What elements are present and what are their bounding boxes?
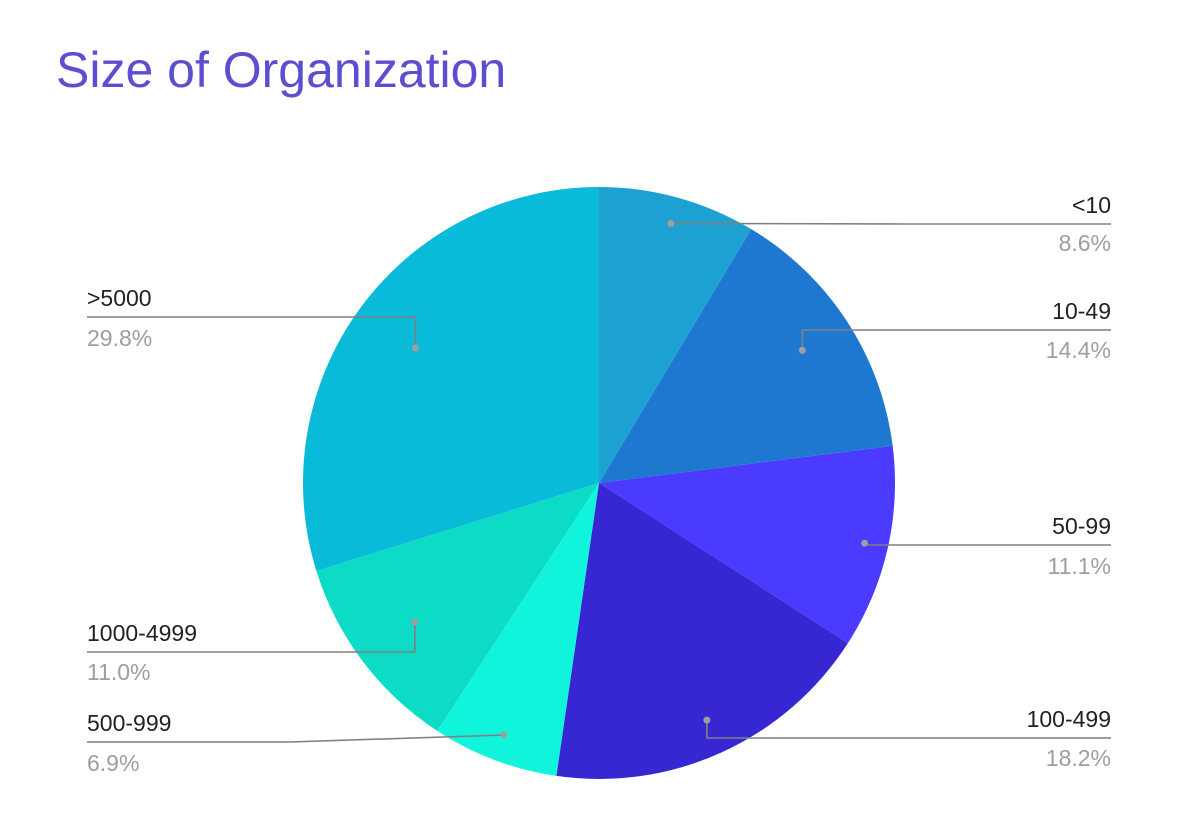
callout-line-1000-4999 xyxy=(87,622,416,653)
callout-dot-100-499 xyxy=(703,716,711,724)
pie-slice-gt-5000 xyxy=(303,187,599,571)
slice-value-50-99: 11.1% xyxy=(1047,553,1111,579)
pie-slice-10-49 xyxy=(599,229,893,483)
callout-dot-lt-10 xyxy=(667,219,675,227)
callout-line-500-999 xyxy=(87,734,504,743)
pie-slice-500-999 xyxy=(437,483,599,776)
callout-dot-500-999 xyxy=(500,731,508,739)
callout-dot-gt-5000 xyxy=(412,344,419,352)
slice-value-1000-4999: 11.0% xyxy=(87,659,151,685)
callout-dot-1000-4999 xyxy=(411,618,419,626)
callout-line-gt-5000 xyxy=(87,316,417,348)
slice-value-gt-5000: 29.8% xyxy=(87,325,152,351)
pie-slice-lt-10 xyxy=(599,187,752,483)
callout-line-100-499 xyxy=(706,720,1111,739)
slice-value-100-499: 18.2% xyxy=(1046,745,1111,771)
slice-labels: <10 8.6% 10-49 14.4% 50-99 11.1% 100-499 18.2% 5… xyxy=(87,192,1111,776)
chart-title: Size of Organization xyxy=(56,42,507,98)
slice-label-50-99: 50-99 xyxy=(1052,513,1111,539)
callout-dot-10-49 xyxy=(798,346,806,354)
pie-slices xyxy=(303,187,896,779)
pie-slice-50-99 xyxy=(599,445,896,644)
callout-line-lt-10 xyxy=(670,222,1111,225)
slice-label-500-999: 500-999 xyxy=(87,710,171,736)
slice-label-gt-5000: >5000 xyxy=(87,285,152,311)
slice-label-1000-4999: 1000-4999 xyxy=(87,620,197,646)
pie-slice-100-499 xyxy=(556,483,848,779)
slice-label-100-499: 100-499 xyxy=(1027,706,1111,732)
pie-slice-1000-4999 xyxy=(316,483,599,731)
callout-line-10-49 xyxy=(801,329,1111,351)
slice-value-10-49: 14.4% xyxy=(1046,337,1111,363)
slice-value-lt-10: 8.6% xyxy=(1059,230,1111,256)
callout-dot-50-99 xyxy=(861,539,869,547)
callout-line-50-99 xyxy=(863,543,1111,546)
callout-lines xyxy=(87,219,1111,743)
slice-value-500-999: 6.9% xyxy=(87,750,139,776)
slice-label-lt-10: <10 xyxy=(1072,192,1111,218)
slice-label-10-49: 10-49 xyxy=(1052,298,1111,324)
